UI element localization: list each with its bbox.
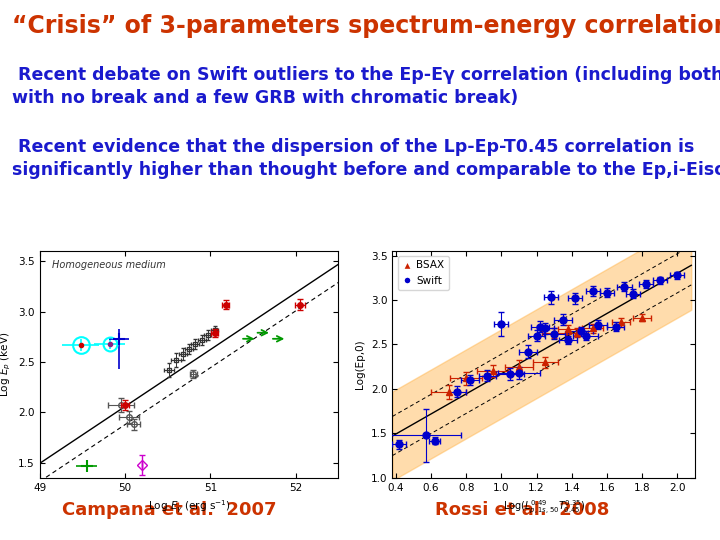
Text: Recent evidence that the dispersion of the Lp-Ep-T0.45 correlation is
significan: Recent evidence that the dispersion of t… [12,138,720,179]
X-axis label: Log $E_\gamma$ (erg s$^{-1}$): Log $E_\gamma$ (erg s$^{-1}$) [148,498,230,515]
Text: Campana et al.  2007: Campana et al. 2007 [62,502,276,519]
Text: Recent debate on Swift outliers to the Ep-Eγ correlation (including both GRB
wit: Recent debate on Swift outliers to the E… [12,66,720,107]
Text: Homogeneous medium: Homogeneous medium [52,260,166,270]
Text: “Crisis” of 3-parameters spectrum-energy correlations: “Crisis” of 3-parameters spectrum-energy… [12,14,720,37]
Y-axis label: Log $E_p$ (keV): Log $E_p$ (keV) [0,332,12,397]
X-axis label: Log($L_{p,1s,50}^{0.49}T_{0.45}^{0.35}$): Log($L_{p,1s,50}^{0.49}T_{0.45}^{0.35}$) [503,498,585,516]
Text: Rossi et al.  2008: Rossi et al. 2008 [435,502,609,519]
Y-axis label: Log(Ep,0): Log(Ep,0) [356,340,365,389]
Legend: BSAX, Swift: BSAX, Swift [397,256,449,290]
